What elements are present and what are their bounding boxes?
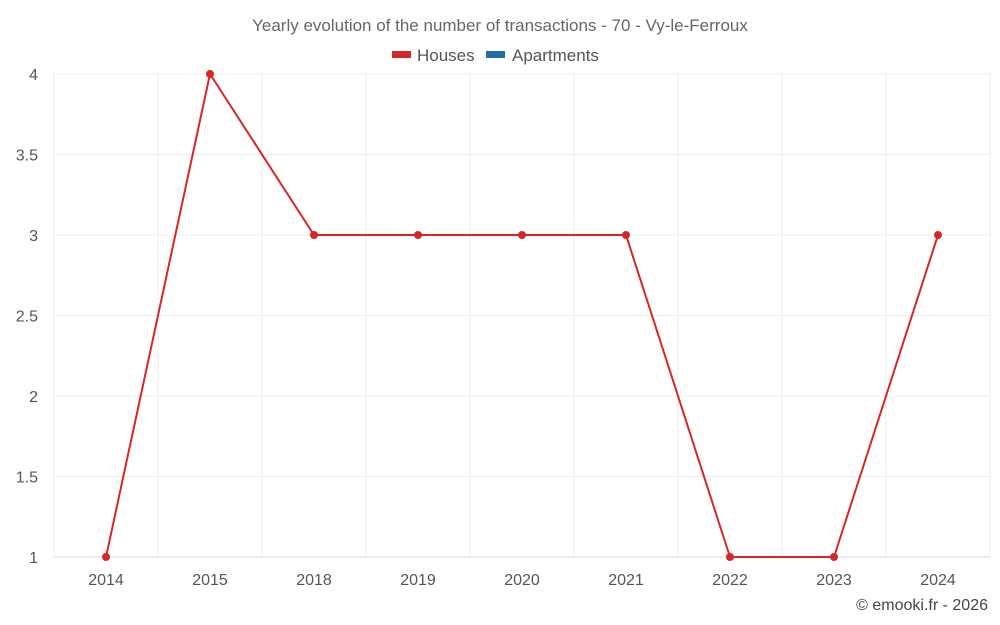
y-tick-label: 2.5 — [16, 309, 38, 326]
legend-item-apartments[interactable]: Apartments — [486, 46, 599, 65]
legend-label-houses: Houses — [417, 46, 475, 65]
x-tick-label: 2020 — [504, 572, 540, 589]
legend-swatch-houses — [392, 51, 411, 58]
data-point-houses[interactable] — [934, 231, 942, 239]
data-point-houses[interactable] — [102, 553, 110, 561]
data-point-houses[interactable] — [310, 231, 318, 239]
credit-text: © emooki.fr - 2026 — [856, 597, 988, 614]
y-tick-label: 2 — [29, 389, 38, 406]
x-tick-label: 2023 — [816, 572, 852, 589]
y-tick-label: 4 — [29, 67, 38, 84]
data-point-houses[interactable] — [206, 70, 214, 78]
legend-label-apartments: Apartments — [512, 46, 599, 65]
y-tick-label: 3.5 — [16, 148, 38, 165]
x-axis-ticks: 2014 2015 2018 2019 2020 2021 2022 2023 2024 — [88, 572, 956, 589]
data-point-houses[interactable] — [414, 231, 422, 239]
x-tick-label: 2018 — [296, 572, 332, 589]
x-tick-label: 2014 — [88, 572, 124, 589]
chart-title: Yearly evolution of the number of transa… — [252, 16, 748, 35]
y-axis-ticks: 1 1.5 2 2.5 3 3.5 4 — [16, 67, 38, 567]
legend-swatch-apartments — [486, 51, 505, 58]
legend: Houses Apartments — [392, 46, 599, 65]
y-tick-label: 3 — [29, 228, 38, 245]
y-tick-label: 1 — [29, 550, 38, 567]
data-point-houses[interactable] — [518, 231, 526, 239]
y-tick-label: 1.5 — [16, 470, 38, 487]
x-tick-label: 2015 — [192, 572, 228, 589]
x-tick-label: 2021 — [608, 572, 644, 589]
series — [102, 70, 942, 561]
x-tick-label: 2022 — [712, 572, 748, 589]
x-tick-label: 2024 — [920, 572, 956, 589]
data-point-houses[interactable] — [622, 231, 630, 239]
legend-item-houses[interactable]: Houses — [392, 46, 475, 65]
data-point-houses[interactable] — [830, 553, 838, 561]
data-point-houses[interactable] — [726, 553, 734, 561]
x-tick-label: 2019 — [400, 572, 436, 589]
